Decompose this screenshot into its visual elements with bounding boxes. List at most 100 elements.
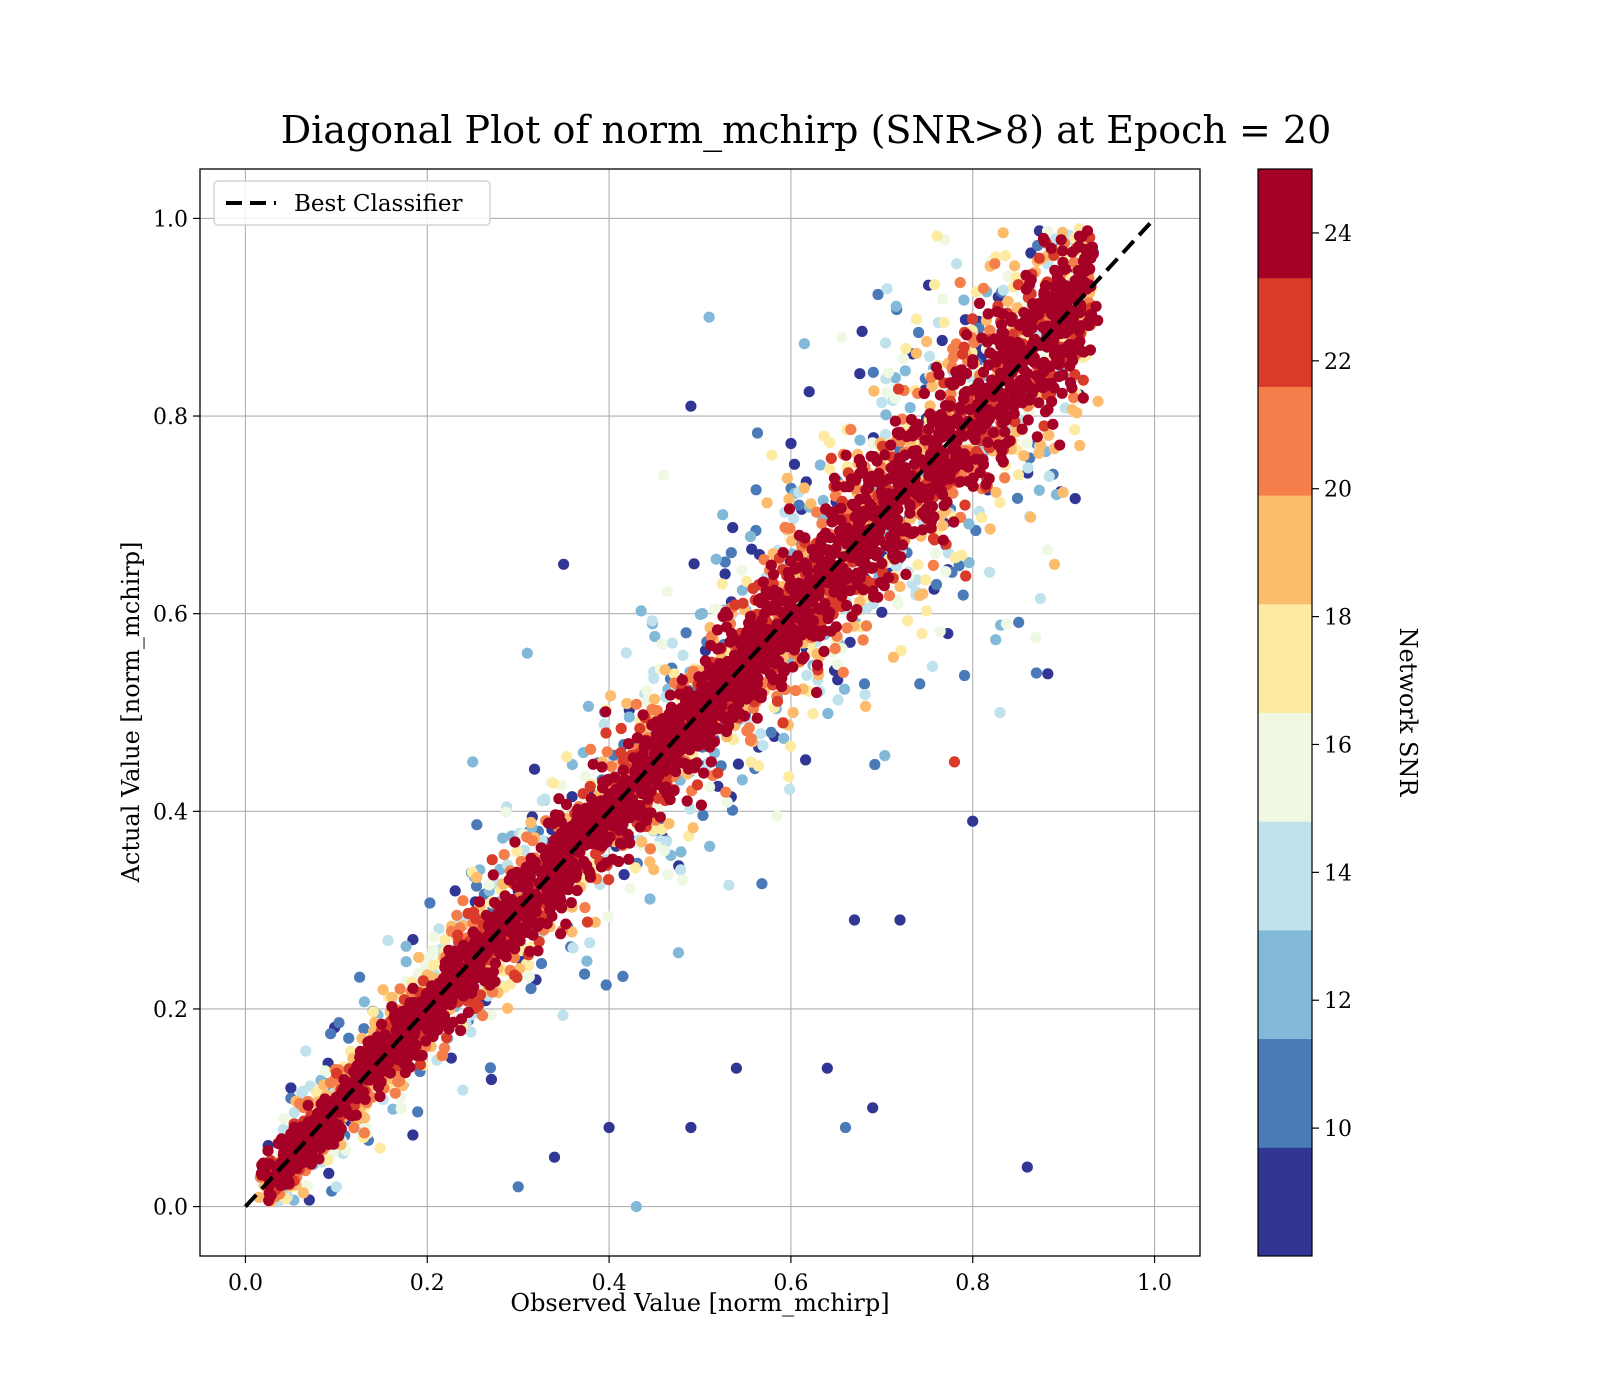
scatter-point [808, 630, 820, 642]
scatter-point [1072, 283, 1084, 295]
scatter-point [348, 1122, 360, 1134]
scatter-point [803, 386, 815, 398]
scatter-point [853, 454, 866, 466]
scatter-point [788, 458, 801, 470]
scatter-point [771, 810, 783, 822]
scatter-point [928, 534, 941, 546]
scatter-point [860, 700, 872, 713]
scatter-point [801, 669, 813, 681]
scatter-point [535, 958, 548, 970]
scatter-point [711, 624, 724, 636]
scatter-point [995, 452, 1007, 464]
scatter-point [793, 499, 805, 511]
scatter-point [322, 1154, 334, 1166]
scatter-point [867, 562, 879, 574]
scatter-point [835, 331, 848, 343]
scatter-point [776, 681, 788, 693]
scatter-point [413, 951, 425, 964]
scatter-point [867, 366, 879, 378]
scatter-point [589, 916, 601, 928]
scatter-point [603, 1121, 615, 1134]
scatter-point [584, 937, 596, 949]
scatter-point [285, 1082, 297, 1094]
scatter-point [790, 685, 802, 697]
scatter-point [500, 951, 512, 963]
scatter-point [457, 939, 470, 952]
scatter-point [876, 557, 888, 570]
scatter-point [997, 308, 1009, 320]
scatter-point [377, 984, 389, 996]
scatter-point [660, 836, 672, 848]
scatter-point [681, 795, 693, 807]
scatter-point [1020, 283, 1032, 295]
scatter-point [825, 452, 837, 464]
scatter-point [579, 968, 591, 980]
scatter-point [600, 979, 612, 991]
scatter-point [1018, 307, 1030, 319]
scatter-point [927, 559, 940, 572]
scatter-point [967, 815, 979, 827]
scatter-point [634, 722, 646, 735]
scatter-point [532, 945, 544, 957]
scatter-point [546, 910, 558, 922]
scatter-point [471, 871, 483, 884]
scatter-point [455, 1025, 467, 1037]
scatter-point [1045, 242, 1057, 254]
scatter-point [937, 534, 949, 546]
scatter-point [359, 1112, 371, 1124]
scatter-point [934, 389, 947, 401]
scatter-point [783, 493, 795, 505]
scatter-point [856, 325, 868, 337]
scatter-point [474, 896, 486, 908]
scatter-point [837, 666, 849, 679]
scatter-point [997, 284, 1010, 296]
scatter-point [439, 934, 451, 946]
scatter-point [379, 1029, 391, 1041]
scatter-point [958, 341, 970, 353]
scatter-point [764, 668, 777, 681]
scatter-point [605, 690, 617, 702]
scatter-point [1062, 339, 1075, 352]
scatter-point [600, 706, 612, 718]
scatter-point [376, 1018, 388, 1030]
scatter-point [954, 277, 966, 289]
scatter-point [1038, 420, 1050, 432]
scatter-point [1077, 255, 1090, 267]
scatter-point [433, 923, 445, 935]
scatter-point [934, 625, 946, 638]
scatter-point [630, 1201, 643, 1213]
scatter-point [1034, 593, 1046, 605]
scatter-point [913, 326, 925, 339]
scatter-point [1004, 435, 1016, 447]
scatter-point [722, 655, 734, 668]
scatter-point [736, 564, 748, 576]
scatter-point [484, 1062, 496, 1074]
scatter-point [749, 665, 762, 678]
scatter-point [1069, 493, 1081, 505]
scatter-point [616, 838, 628, 850]
scatter-point [636, 836, 648, 848]
scatter-point [457, 895, 469, 907]
scatter-point [845, 424, 857, 436]
scatter-point [416, 1049, 428, 1062]
scatter-point [295, 1087, 308, 1099]
scatter-point [727, 522, 739, 534]
scatter-point [253, 1191, 265, 1203]
scatter-point [424, 897, 436, 909]
scatter-point [1064, 377, 1077, 389]
scatter-point [462, 907, 474, 920]
scatter-point [959, 499, 971, 511]
scatter-point [967, 480, 979, 492]
scatter-point [1092, 395, 1104, 407]
scatter-point [956, 549, 968, 561]
scatter-point [872, 288, 884, 301]
scatter-point [1042, 404, 1054, 416]
scatter-point [820, 503, 832, 515]
scatter-point [330, 1067, 343, 1079]
scatter-point [389, 1087, 401, 1099]
scatter-point [638, 741, 650, 754]
scatter-point [1057, 486, 1069, 498]
scatter-point [288, 1106, 300, 1119]
scatter-point [958, 294, 970, 306]
scatter-point [587, 758, 599, 770]
